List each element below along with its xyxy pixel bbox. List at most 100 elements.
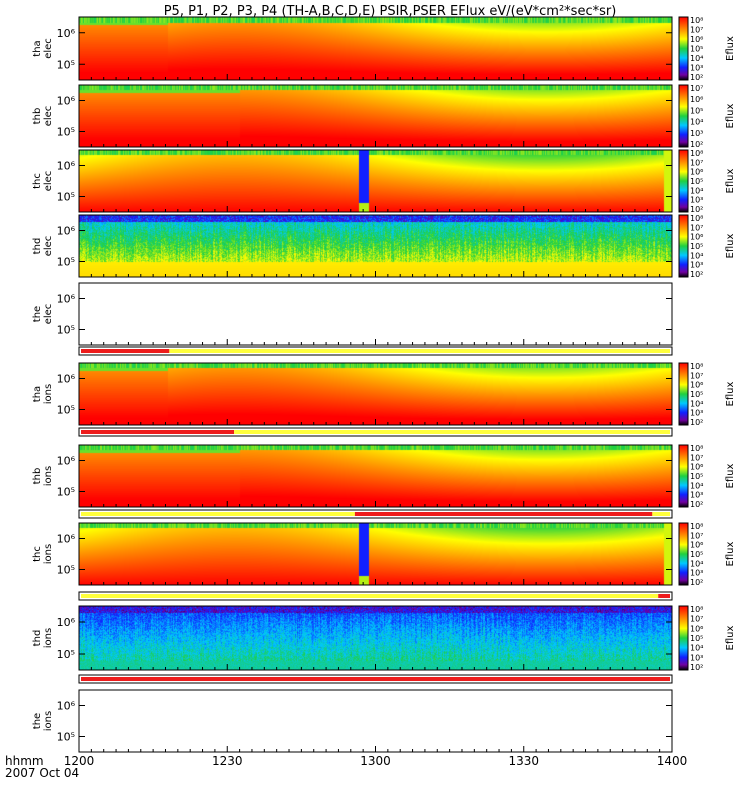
colorbar-tick-label: 10²: [690, 140, 703, 149]
panel-label-species: elec: [43, 38, 54, 59]
colorbar-tick-label: 10⁸: [690, 214, 703, 223]
y-tick-label: 10⁵: [57, 404, 75, 417]
colorbar-tick-label: 10³: [690, 129, 703, 138]
colorbar-tick-label: 10²: [690, 578, 703, 587]
colorbar-label: Eflux: [725, 541, 736, 566]
colorbar-tick-label: 10⁶: [690, 35, 703, 44]
figure-title: P5, P1, P2, P3, P4 (TH-A,B,C,D,E) PSIR,P…: [164, 4, 617, 19]
panel-label-probe: thd: [32, 630, 43, 647]
mode-bar: [78, 427, 673, 437]
colorbar-tick-label: 10⁵: [690, 634, 703, 643]
panel-label-probe: tha: [32, 386, 43, 402]
mode-bar: [78, 509, 673, 519]
colorbar-tick-label: 10²: [690, 73, 703, 82]
mode-bar-segment: [354, 512, 653, 516]
colorbar: [678, 16, 689, 81]
colorbar-tick-label: 10⁷: [690, 158, 703, 167]
panel-label-probe: thb: [32, 468, 43, 485]
colorbar-tick-label: 10⁵: [690, 550, 703, 559]
spectrogram-image: [79, 523, 672, 585]
panel-label-probe: thd: [32, 238, 43, 255]
spectrogram-image: [79, 363, 672, 425]
colorbar: [678, 605, 689, 671]
colorbar-tick-label: 10³: [690, 261, 703, 270]
colorbar-tick-label: 10⁸: [690, 149, 703, 158]
panel-the-elec: 10⁶ 10⁵ the elec: [32, 282, 673, 346]
panel-label-species: ions: [43, 384, 54, 404]
mode-bar-segment: [81, 349, 170, 353]
spectrogram-image: [79, 445, 672, 507]
panel-label-probe: the: [32, 306, 43, 322]
panel-thb-elec: 10⁶ 10⁵ thb elec 10⁷ 10⁶ 10⁵ 10⁴ 10³ 10² Eflux: [32, 84, 736, 149]
y-tick-label: 10⁵: [57, 126, 75, 139]
colorbar-tick-label: 10⁴: [690, 399, 703, 408]
mode-bar-segment: [234, 430, 670, 434]
spectrogram-image: [79, 17, 672, 80]
panel-label-probe: thc: [32, 546, 43, 562]
mode-bar-segment: [169, 349, 670, 353]
time-tick-label: 1400: [657, 754, 688, 768]
y-tick-label: 10⁶: [57, 225, 76, 238]
colorbar-tick-label: 10⁵: [690, 45, 703, 54]
colorbar-tick-label: 10⁸: [690, 605, 703, 614]
colorbar-tick-label: 10²: [690, 500, 703, 509]
colorbar-tick-label: 10³: [690, 196, 703, 205]
colorbar-label: Eflux: [725, 103, 736, 128]
colorbar-tick-label: 10³: [690, 653, 703, 662]
colorbar-tick-label: 10³: [690, 64, 703, 73]
colorbar: [678, 362, 689, 426]
y-tick-label: 10⁵: [57, 58, 75, 71]
panel-label-probe: tha: [32, 40, 43, 56]
colorbar-tick-label: 10⁵: [690, 390, 703, 399]
mode-bar-segment: [652, 512, 670, 516]
panel-label-probe: the: [32, 713, 43, 729]
spectrogram-image: [79, 606, 672, 670]
colorbar-tick-label: 10⁷: [690, 615, 703, 624]
time-tick-label: 1330: [508, 754, 539, 768]
panel-frame: [78, 282, 673, 346]
colorbar-tick-label: 10⁸: [690, 16, 703, 25]
panel-label-probe: thb: [32, 108, 43, 125]
colorbar-tick-label: 10²: [690, 205, 703, 214]
colorbar-label: Eflux: [725, 168, 736, 193]
colorbar-tick-label: 10⁷: [690, 371, 703, 380]
panel-label-species: elec: [43, 304, 54, 325]
time-axis: hhmm 2007 Oct 04 1200 1230 1300 1330 1400: [5, 754, 687, 780]
colorbar-tick-label: 10²: [690, 418, 703, 427]
colorbar-tick-label: 10⁷: [690, 453, 703, 462]
colorbar-label: Eflux: [725, 463, 736, 488]
y-tick-label: 10⁶: [57, 455, 76, 468]
colorbar-tick-label: 10⁵: [690, 242, 703, 251]
colorbar: [678, 84, 689, 148]
colorbar-tick-label: 10⁵: [690, 106, 703, 115]
mode-bar-segment: [81, 594, 659, 598]
panel-label-species: ions: [43, 628, 54, 648]
mode-bar-segment: [658, 594, 670, 598]
y-tick-label: 10⁵: [57, 324, 75, 337]
colorbar: [678, 444, 689, 508]
colorbar-tick-label: 10⁴: [690, 186, 703, 195]
colorbar-tick-label: 10⁶: [690, 541, 703, 550]
panel-label-species: elec: [43, 236, 54, 257]
spectrogram-image: [79, 85, 672, 147]
colorbar-tick-label: 10⁷: [690, 223, 703, 232]
colorbar-tick-label: 10³: [690, 409, 703, 418]
panel-the-ions: 10⁶ 10⁵ the ions: [32, 689, 673, 753]
colorbar-tick-label: 10⁶: [690, 624, 703, 633]
y-tick-label: 10⁶: [57, 27, 76, 40]
spectrogram-image: [79, 150, 672, 212]
y-tick-label: 10⁵: [57, 564, 75, 577]
panel-label-probe: thc: [32, 173, 43, 189]
colorbar: [678, 214, 689, 278]
time-tick-label: 1300: [360, 754, 391, 768]
mode-bar: [78, 674, 673, 684]
y-tick-label: 10⁵: [57, 731, 75, 744]
colorbar-tick-label: 10⁶: [690, 95, 703, 104]
time-axis-date: 2007 Oct 04: [5, 766, 79, 780]
y-tick-label: 10⁶: [57, 700, 76, 713]
